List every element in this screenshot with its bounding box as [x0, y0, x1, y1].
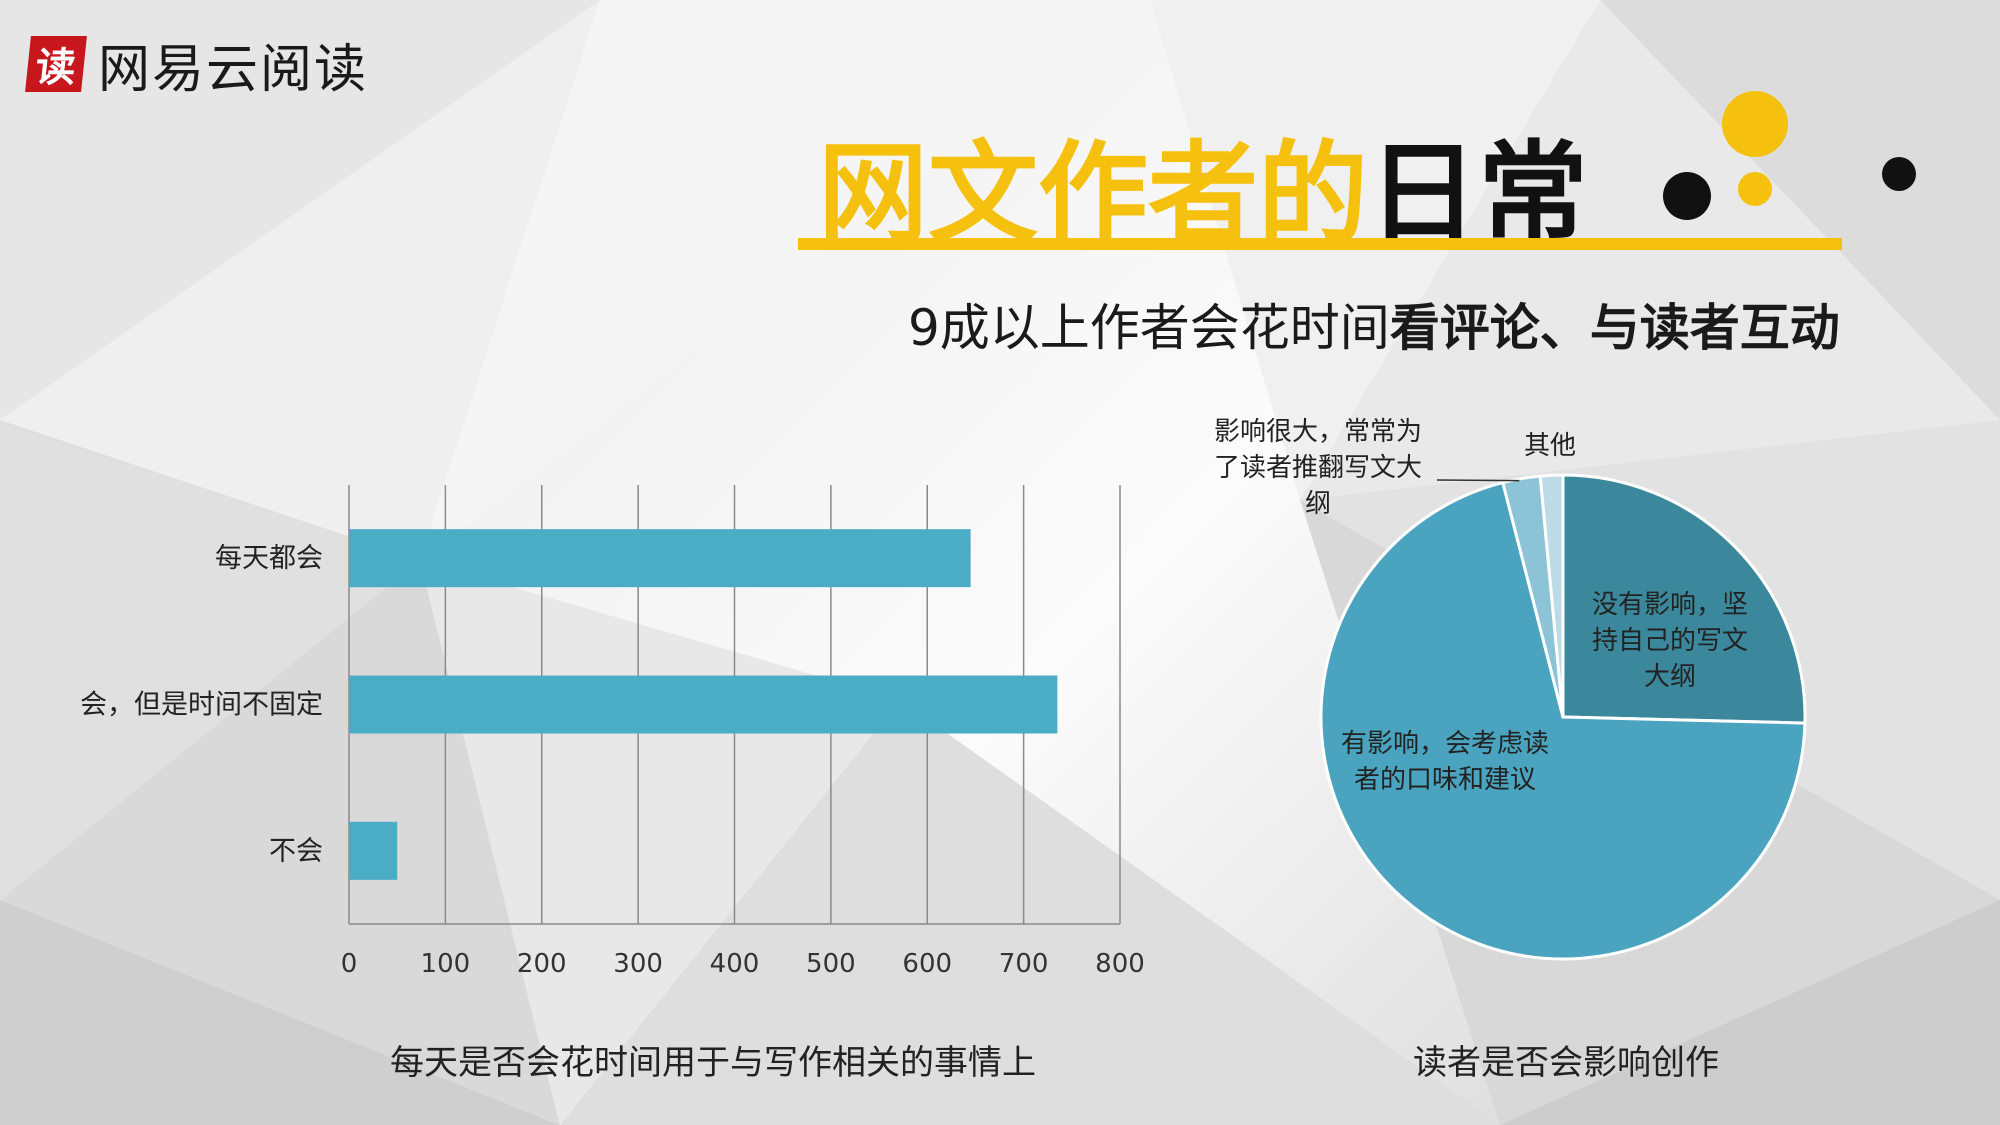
x-tick-label: 400 [710, 949, 760, 979]
x-tick-label: 500 [806, 949, 856, 979]
pie-label: 有影响，会考虑读者的口味和建议 [1341, 729, 1549, 795]
x-tick-label: 700 [999, 949, 1049, 979]
x-tick-label: 200 [517, 949, 567, 979]
logo-text: 网易云阅读 [98, 39, 369, 100]
subtitle-bold: 看评论、与读者互动 [1389, 299, 1840, 357]
pie-slice [1538, 473, 1565, 718]
leader-line [1436, 479, 1520, 482]
title-highlight: 网文作者的 [818, 130, 1368, 258]
title-underline [798, 238, 1842, 250]
pie-slice [1561, 473, 1807, 725]
y-category-label: 不会 [269, 836, 323, 867]
bar-chart-title: 每天是否会花时间用于与写作相关的事情上 [390, 1043, 1036, 1083]
brand-logo: 读 网易云阅读 [25, 36, 368, 100]
x-tick-label: 0 [341, 949, 358, 979]
bar [349, 529, 971, 588]
decor-dot-black-1 [1663, 172, 1711, 220]
title-rest: 日常 [1368, 130, 1588, 258]
subtitle-normal: 9成以上作者会花时间 [908, 299, 1390, 357]
pie-chart-title: 读者是否会影响创作 [1413, 1043, 1719, 1083]
x-tick-label: 800 [1095, 949, 1145, 979]
page-title: 网文作者的日常 [818, 104, 1588, 264]
logo-badge-icon: 读 [25, 36, 87, 92]
decor-dot-yellow-small [1738, 172, 1772, 206]
bar [349, 675, 1058, 734]
pie-label: 影响很大，常常为了读者推翻写文大纲 [1214, 417, 1422, 519]
y-category-label: 会，但是时间不固定 [80, 690, 323, 721]
decor-dot-yellow-large [1722, 91, 1788, 157]
pie-label: 没有影响，坚持自己的写文大纲 [1592, 590, 1748, 692]
subtitle: 9成以上作者会花时间看评论、与读者互动 [908, 288, 1840, 360]
decor-dot-black-2 [1882, 157, 1916, 191]
pie-slice [1319, 480, 1807, 961]
x-tick-label: 300 [613, 949, 663, 979]
bar [349, 821, 398, 880]
x-tick-label: 600 [902, 949, 952, 979]
pie-label: 其他 [1524, 431, 1576, 461]
x-tick-label: 100 [421, 949, 471, 979]
y-category-label: 每天都会 [215, 543, 323, 574]
